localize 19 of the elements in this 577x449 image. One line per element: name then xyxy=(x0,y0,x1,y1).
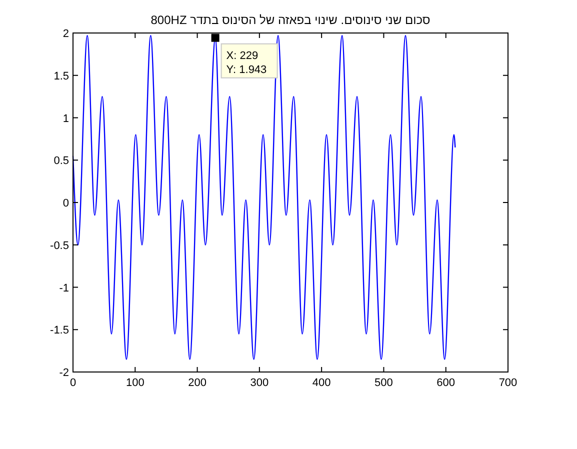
line-series xyxy=(72,34,456,360)
x-tick-label: 500 xyxy=(374,377,393,389)
y-tick-label: -2 xyxy=(59,367,69,379)
y-tick-label: -1 xyxy=(59,282,69,294)
y-tick-label: 2 xyxy=(62,28,69,40)
x-tick-label: 300 xyxy=(250,377,269,389)
annotation: X: 229 Y: 1.943 xyxy=(226,50,267,76)
x-tick-label: 100 xyxy=(126,377,144,389)
x-tick-label: 700 xyxy=(498,377,518,389)
y-tick-label: 1.5 xyxy=(54,70,69,82)
chart-title: סכום שני סינוסים. שינוי בפאזה של הסינוס בתדר 800HZ xyxy=(150,13,430,27)
x-tick-label: 600 xyxy=(436,377,456,389)
y-tick-label: 1 xyxy=(62,112,69,125)
y-tick-label: -0.5 xyxy=(50,240,69,252)
x-tick-label: 400 xyxy=(312,377,331,389)
y-tick-label: 0 xyxy=(62,198,69,210)
x-tick-label: 200 xyxy=(188,377,206,389)
y-tick-label: -1.5 xyxy=(50,324,69,337)
y-tick-label: 0.5 xyxy=(54,155,69,168)
